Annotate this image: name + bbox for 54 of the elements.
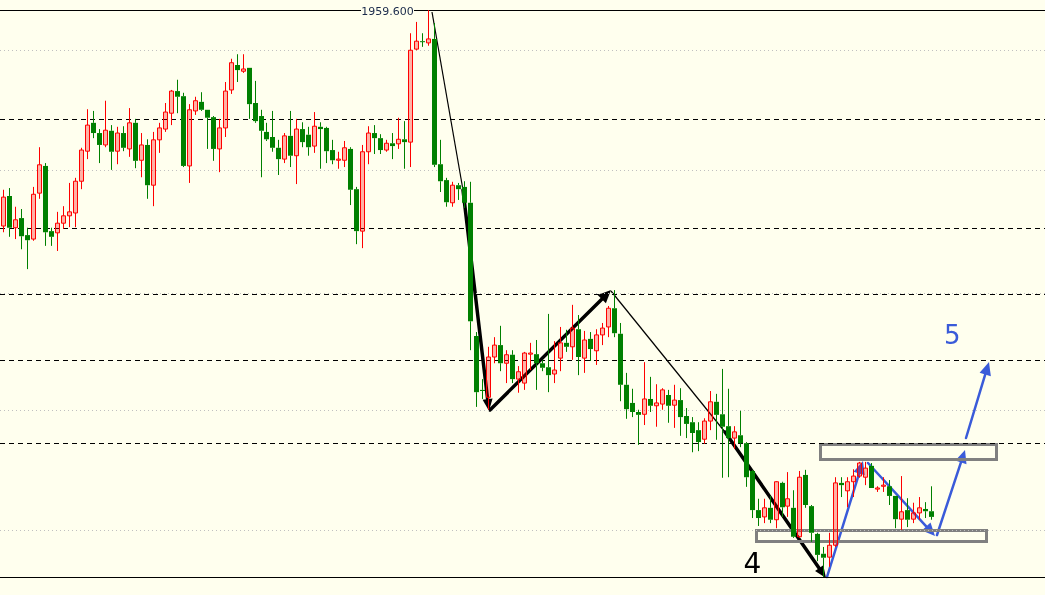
candlestick <box>510 349 515 384</box>
candlestick <box>139 132 144 178</box>
candlestick <box>288 110 293 168</box>
candlestick <box>899 475 904 531</box>
candlestick <box>235 53 240 83</box>
candlestick <box>37 146 42 200</box>
candlestick <box>534 339 539 391</box>
candlestick <box>109 124 114 171</box>
candlestick <box>839 476 844 498</box>
candlestick <box>145 138 150 200</box>
candlestick <box>738 410 743 448</box>
candlestick <box>564 329 569 353</box>
candlestick <box>558 326 563 372</box>
candlestick <box>648 376 653 413</box>
candlestick <box>791 489 796 537</box>
candlestick <box>402 120 407 170</box>
candlestick <box>780 482 785 518</box>
text: 5 <box>944 320 961 350</box>
candlestick <box>905 497 910 528</box>
candlestick <box>666 389 671 424</box>
candlestick <box>588 331 593 362</box>
candlestick <box>785 471 790 518</box>
candlestick <box>276 139 281 176</box>
candlestick <box>732 425 737 450</box>
candlestick <box>97 128 102 164</box>
candlestick <box>7 187 12 238</box>
candlestick <box>199 91 204 110</box>
candlestick <box>378 133 383 155</box>
candlestick <box>420 32 425 48</box>
candlestick <box>756 498 761 527</box>
candlestick <box>923 501 928 519</box>
candlestick <box>576 314 581 376</box>
candlestick <box>929 485 934 521</box>
candlestick <box>636 409 641 446</box>
candlestick <box>768 495 773 524</box>
candlestick <box>241 53 246 74</box>
candlestick <box>618 322 623 402</box>
candlestick <box>372 124 377 155</box>
annotation: 4 <box>743 547 762 580</box>
candlestick <box>390 132 395 160</box>
candlestick <box>612 289 617 338</box>
candlestick <box>468 181 473 351</box>
candlestick <box>121 125 126 152</box>
candlestick <box>809 506 814 543</box>
annotation: 1959.600 <box>361 4 414 18</box>
candlestick <box>803 469 808 509</box>
candlestick <box>504 349 509 384</box>
candlestick <box>887 479 892 506</box>
candlestick <box>642 361 647 426</box>
candlestick <box>91 110 96 139</box>
candlestick <box>133 118 138 169</box>
candlestick <box>893 495 898 529</box>
candlestick <box>869 462 874 488</box>
candlestick <box>498 325 503 372</box>
